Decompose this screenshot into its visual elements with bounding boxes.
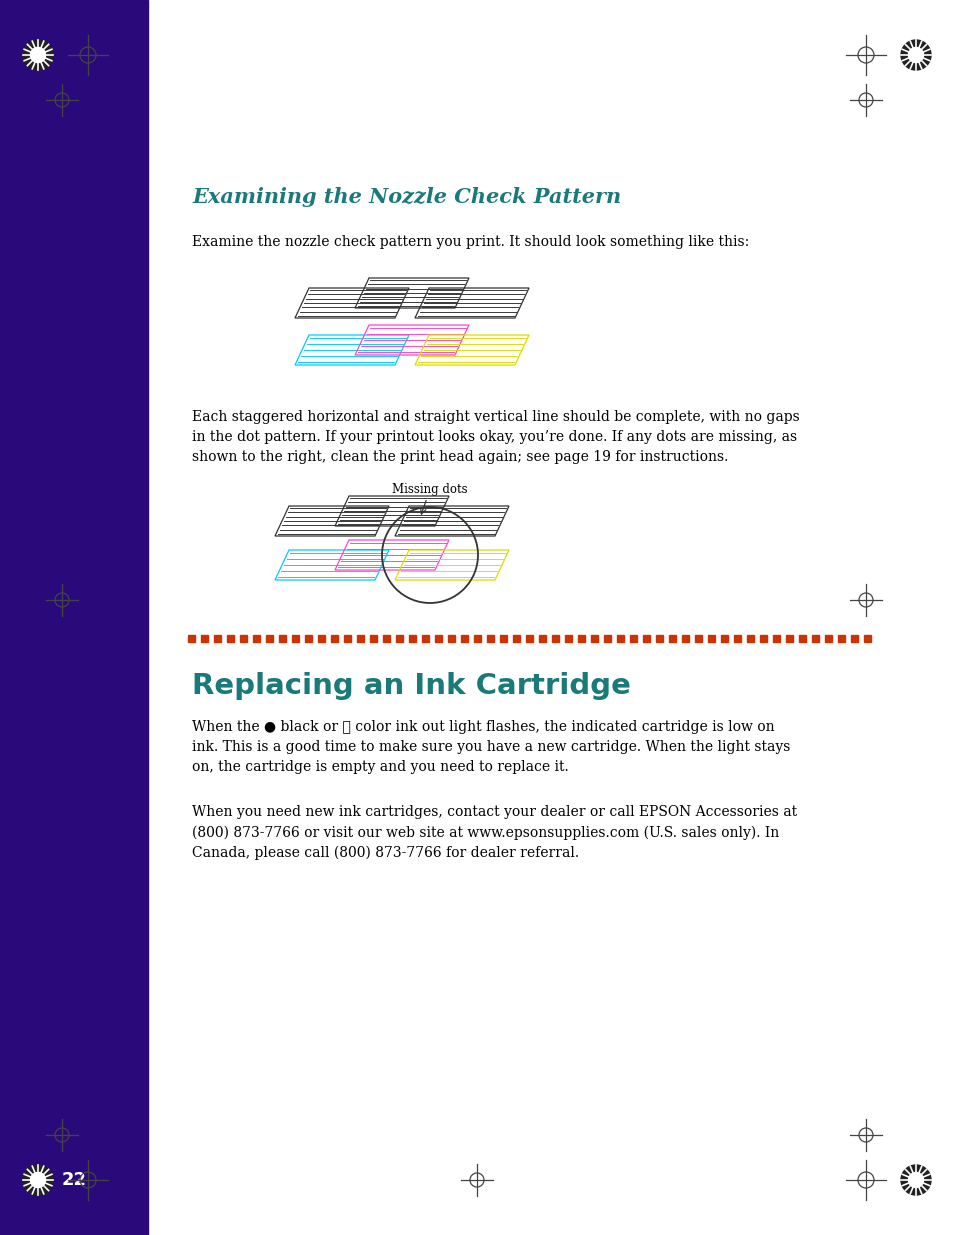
Text: Each staggered horizontal and straight vertical line should be complete, with no: Each staggered horizontal and straight v… [192,410,799,464]
Bar [565,635,572,641]
Bar [824,635,832,641]
Circle shape [23,40,53,70]
Bar [253,635,260,641]
Bar [604,635,611,641]
Text: Replacing an Ink Cartridge: Replacing an Ink Cartridge [192,672,630,700]
Bar [383,635,390,641]
Bar [422,635,429,641]
Bar [513,635,520,641]
Bar [500,635,507,641]
Bar [305,635,313,641]
Bar [0,0,148,1235]
Text: Examining the Nozzle Check Pattern: Examining the Nozzle Check Pattern [192,186,620,207]
Circle shape [907,1172,923,1188]
Bar [695,635,701,641]
Text: When you need new ink cartridges, contact your dealer or call EPSON Accessories : When you need new ink cartridges, contac… [192,805,797,861]
Bar [201,635,209,641]
Text: Missing dots: Missing dots [392,483,467,496]
Circle shape [30,47,46,63]
Bar [293,635,299,641]
Bar [578,635,585,641]
Bar [734,635,740,641]
Bar [539,635,546,641]
Bar [448,635,455,641]
Bar [487,635,494,641]
Bar [461,635,468,641]
Bar [552,635,558,641]
Bar [331,635,338,641]
Bar [526,635,533,641]
Bar [591,635,598,641]
Circle shape [23,1165,53,1195]
Text: When the ● black or Ⓒ color ink out light flashes, the indicated cartridge is lo: When the ● black or Ⓒ color ink out ligh… [192,720,789,774]
Circle shape [30,1172,46,1188]
Bar [370,635,377,641]
Bar [773,635,780,641]
Bar [279,635,286,641]
Bar [681,635,689,641]
Bar [760,635,767,641]
Bar [851,635,858,641]
Bar [785,635,793,641]
Bar [799,635,805,641]
Bar [189,635,195,641]
Bar [474,635,481,641]
Bar [227,635,234,641]
Bar [669,635,676,641]
Bar [747,635,754,641]
Bar [838,635,844,641]
Bar [344,635,351,641]
Circle shape [900,1165,930,1195]
Bar [617,635,624,641]
Circle shape [900,40,930,70]
Bar [643,635,650,641]
Bar [318,635,325,641]
Bar [266,635,274,641]
Circle shape [907,47,923,63]
Bar [630,635,637,641]
Bar [214,635,221,641]
Bar [863,635,871,641]
Bar [812,635,819,641]
Bar [656,635,662,641]
Bar [720,635,728,641]
Bar [240,635,247,641]
Text: 22: 22 [61,1171,87,1189]
Bar [409,635,416,641]
Text: Examine the nozzle check pattern you print. It should look something like this:: Examine the nozzle check pattern you pri… [192,235,748,249]
Bar [396,635,403,641]
Bar [708,635,715,641]
Bar [435,635,442,641]
Bar [357,635,364,641]
